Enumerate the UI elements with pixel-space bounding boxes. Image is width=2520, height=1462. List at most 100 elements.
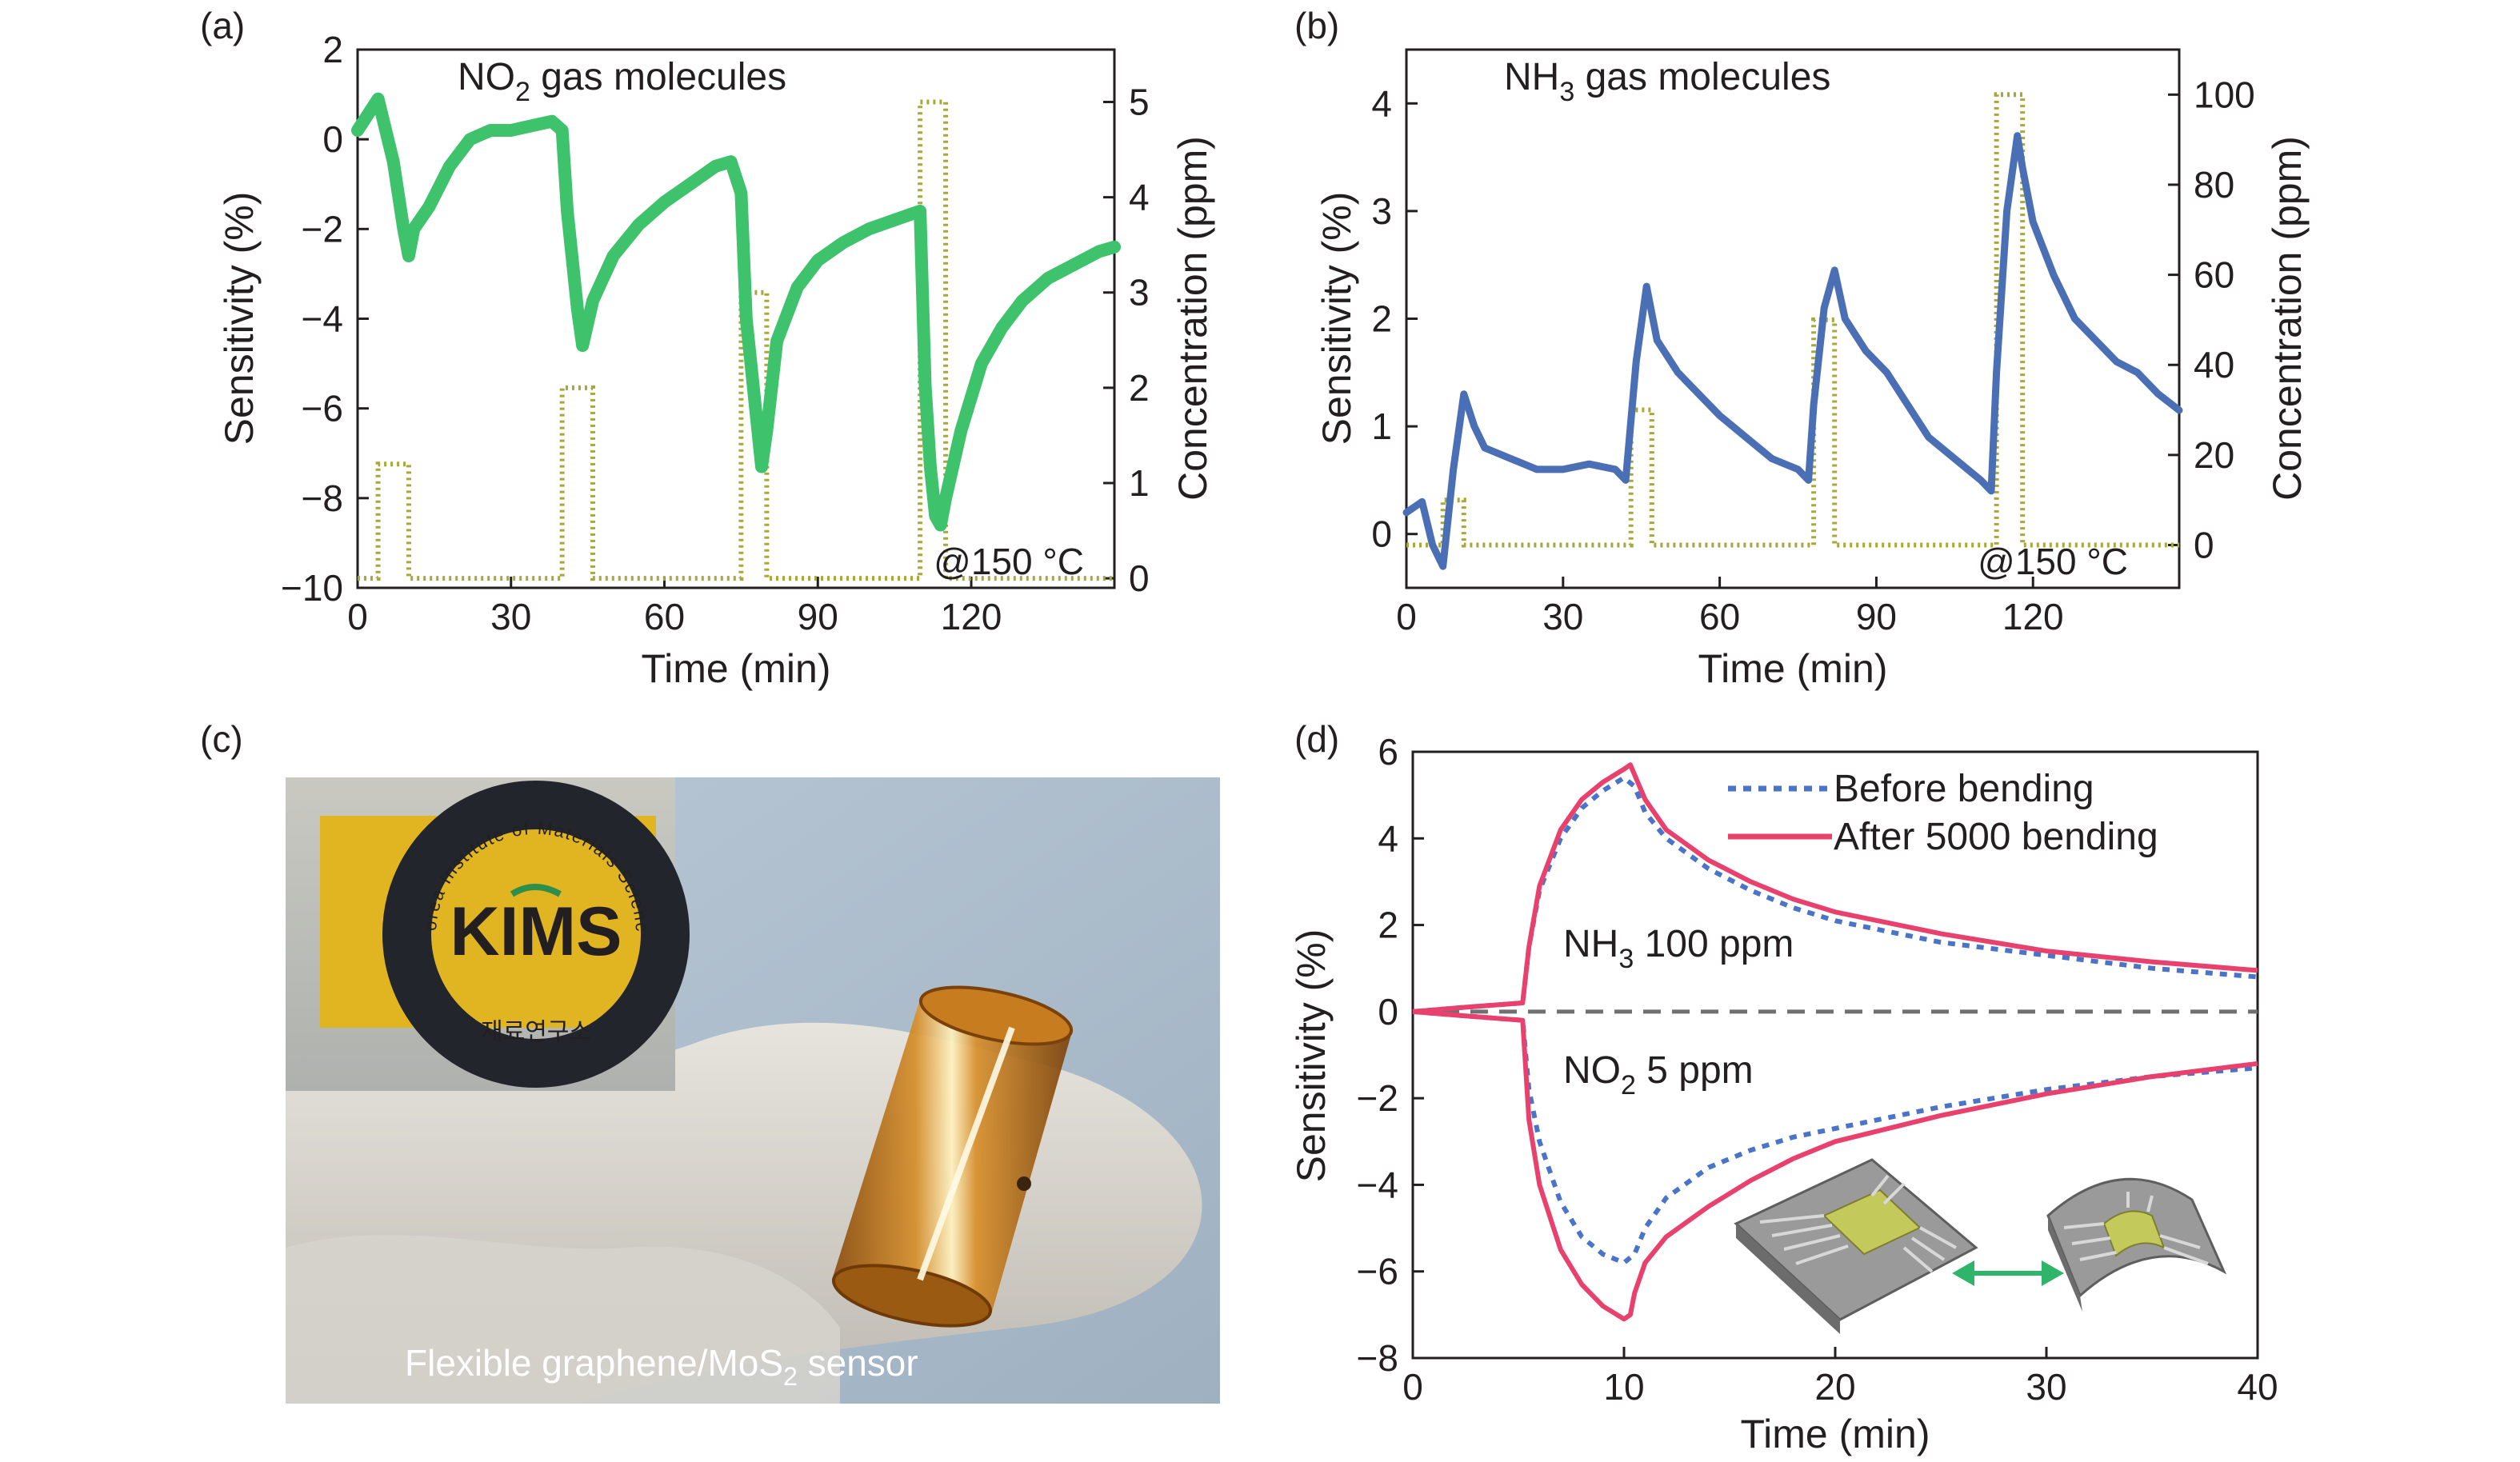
panel-a-xtick-label: 60 (644, 596, 685, 637)
panel-d-xtick-label: 40 (2237, 1366, 2278, 1408)
panel-b-temp-note: @150 °C (1978, 541, 2128, 582)
panel-d-ticks: 0 10 20 30 40 −8 −6 −4 −2 0 2 4 6 (1357, 731, 2278, 1408)
panel-d-xtick-label: 20 (1814, 1366, 1855, 1408)
panel-a-ticks: 0 30 60 90 120 −10 −8 −6 −4 −2 0 2 0 1 2 3 4 5 (281, 29, 1150, 637)
after-bending-line (1412, 762, 2258, 1014)
panel-a-right-tick-label: 0 (1129, 557, 1150, 599)
panel-a-left-tick-label: −8 (302, 477, 343, 519)
panel-b-annotation: NH3 gas molecules (1504, 56, 1830, 107)
legend-after-label: After 5000 bending (1834, 816, 2158, 858)
panel-b-xtick-label: 90 (1856, 596, 1897, 637)
panel-c-label: (c) (200, 718, 243, 760)
bent-sensor-icon (2046, 1177, 2227, 1312)
panel-a-left-tick-label: −10 (281, 567, 343, 609)
panel-a-right-tick-label: 1 (1129, 462, 1150, 504)
panel-a-plot: 0 30 60 90 120 −10 −8 −6 −4 −2 0 2 0 1 2 3 4 5 (281, 29, 1150, 637)
panel-d-ylabel: Sensitivity (%) (1289, 929, 1334, 1183)
panel-d: (d) 0 10 20 30 40 −8 −6 −4 −2 0 2 4 6 Before bending… (1289, 718, 2278, 1456)
panel-a-left-tick-label: −2 (302, 208, 343, 250)
panel-a-left-tick-label: 2 (322, 29, 343, 70)
panel-b-left-tick-label: 4 (1371, 82, 1392, 124)
panel-a-xtick-label: 90 (798, 596, 838, 637)
panel-b-xtick-label: 120 (2002, 596, 2064, 637)
panel-d-left-tick-label: −4 (1357, 1164, 1398, 1205)
panel-d-left-tick-label: −8 (1357, 1337, 1398, 1379)
panel-b-xtick-label: 30 (1542, 596, 1583, 637)
panel-b-label: (b) (1294, 5, 1339, 46)
bending-illustration (1734, 1158, 2227, 1334)
flexible-sensor-film (831, 985, 1074, 1328)
panel-b-left-tick-label: 2 (1371, 298, 1392, 340)
kims-logo: Korea Institute of Materials Science 재료연… (286, 777, 690, 1091)
panel-a-ylabel-right: Concentration (ppm) (1170, 136, 1215, 501)
panel-b-right-tick-label: 60 (2194, 254, 2234, 296)
panel-a-label: (a) (200, 5, 245, 46)
panel-a-series (351, 92, 1121, 581)
nh3-concentration-line (1406, 92, 2179, 548)
kims-arc-icon (510, 884, 562, 897)
panel-d-legend: Before bending After 5000 bending (1728, 768, 2158, 858)
panel-a-xtick-label: 120 (941, 596, 1002, 637)
kims-korean-text: 재료연구소 (481, 1019, 591, 1045)
gloved-thumb (286, 1235, 840, 1404)
panel-b-right-tick-label: 0 (2194, 524, 2214, 565)
panel-d-xtick-label: 0 (1402, 1366, 1423, 1408)
panel-a-left-tick-label: −6 (302, 388, 343, 429)
panel-d-left-tick-label: 6 (1378, 731, 1398, 773)
panel-d-left-tick-label: −2 (1357, 1077, 1398, 1119)
flat-sensor-icon (1734, 1158, 1978, 1334)
panel-c: (c) (200, 718, 1220, 1404)
panel-b-left-tick-label: 3 (1371, 190, 1392, 232)
panel-b-right-tick-label: 40 (2194, 344, 2234, 385)
no2-sensitivity-line (351, 92, 1121, 532)
panel-d-left-tick-label: 4 (1378, 817, 1398, 859)
panel-a-xtick-label: 0 (347, 596, 368, 637)
panel-a-temp-note: @150 °C (934, 541, 1084, 582)
no2-concentration-line (358, 99, 1114, 581)
panel-a-annotation: NO2 gas molecules (458, 56, 786, 107)
panel-b-series (1402, 92, 2183, 570)
panel-a-xlabel: Time (min) (641, 646, 830, 691)
double-arrow-icon (1952, 1260, 2064, 1286)
panel-b-xlabel: Time (min) (1698, 646, 1887, 691)
legend-before-label: Before bending (1834, 768, 2094, 810)
panel-d-series (1412, 762, 2258, 1322)
panel-a-right-tick-label: 4 (1129, 177, 1150, 218)
panel-b-right-tick-label: 80 (2194, 164, 2234, 206)
photo-caption: Flexible graphene/MoS2 sensor (405, 1342, 918, 1391)
panel-d-label: (d) (1294, 718, 1339, 760)
panel-a-left-tick-label: −4 (302, 298, 343, 340)
panel-b-frame (1405, 48, 2181, 589)
panel-d-left-tick-label: 0 (1378, 991, 1398, 1033)
panel-a-right-tick-label: 5 (1129, 82, 1150, 123)
panel-b-right-tick-label: 20 (2194, 434, 2234, 476)
panel-d-xlabel: Time (min) (1740, 1412, 1930, 1456)
panel-b-xtick-label: 0 (1396, 596, 1417, 637)
panel-d-plot: 0 10 20 30 40 −8 −6 −4 −2 0 2 4 6 (1357, 731, 2278, 1408)
panel-d-left-tick-label: 2 (1378, 905, 1398, 946)
sensor-photo: Korea Institute of Materials Science 재료연… (286, 777, 1220, 1404)
panel-b-ylabel-left: Sensitivity (%) (1314, 192, 1359, 445)
panel-a-right-tick-label: 2 (1129, 367, 1150, 409)
kims-wordmark: KIMS (450, 893, 622, 970)
panel-d-xtick-label: 30 (2026, 1366, 2066, 1408)
panel-b-left-tick-label: 0 (1371, 513, 1392, 555)
before-bending-line (1412, 1009, 2258, 1266)
panel-d-left-tick-label: −6 (1357, 1251, 1398, 1292)
panel-a-ylabel-left: Sensitivity (%) (217, 192, 262, 445)
panel-a-left-tick-label: 0 (322, 118, 343, 160)
after-bending-line (1412, 1009, 2258, 1322)
panel-b-left-tick-label: 1 (1371, 405, 1392, 447)
panel-a: (a) 0 30 60 90 120 −10 −8 −6 −4 −2 0 2 0 1 2 3 4 5 NO2 ga… (200, 5, 1215, 691)
panel-b-ylabel-right: Concentration (ppm) (2265, 136, 2310, 501)
panel-b-xtick-label: 60 (1699, 596, 1740, 637)
panel-b-right-tick-label: 100 (2194, 74, 2255, 115)
panel-d-nh3-annotation: NH3 100 ppm (1563, 923, 1794, 974)
panel-a-xtick-label: 30 (490, 596, 531, 637)
nh3-sensitivity-line (1402, 132, 2183, 570)
